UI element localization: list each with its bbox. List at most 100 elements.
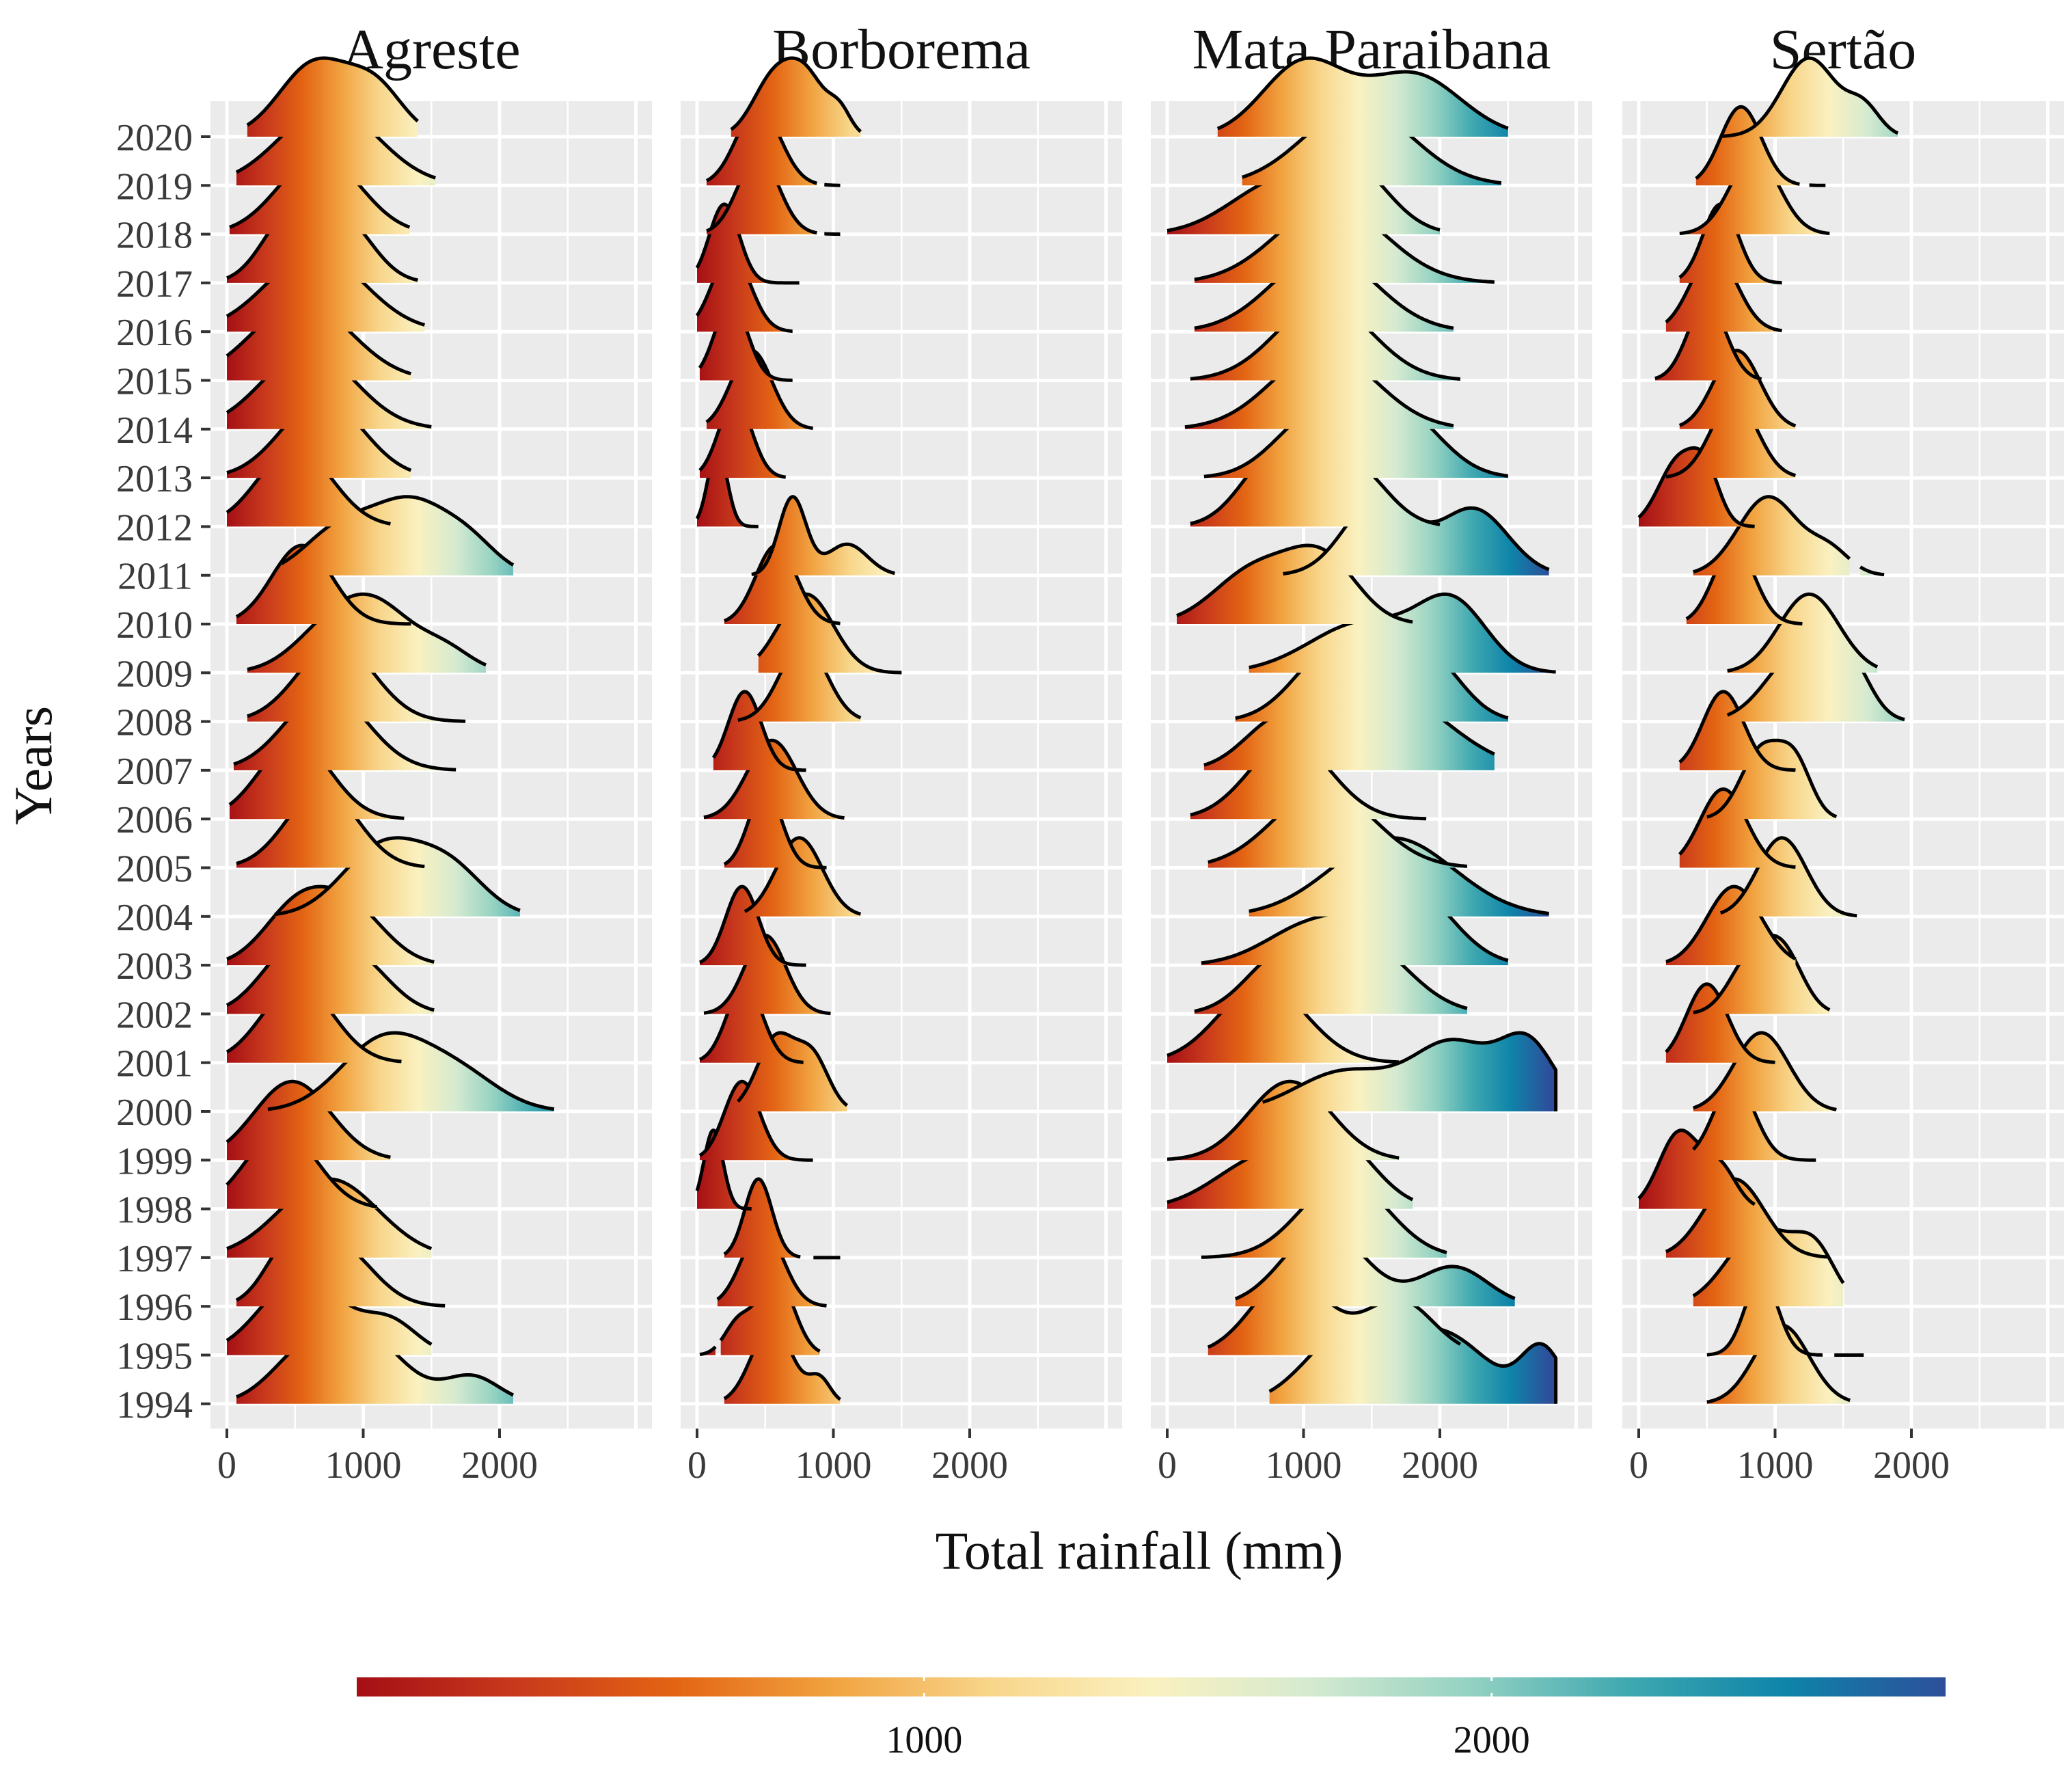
ridge-fill bbox=[1665, 253, 1782, 332]
ridge-2019 bbox=[1695, 105, 1827, 187]
ridge-outline bbox=[1637, 446, 1756, 528]
ridge-1997 bbox=[1665, 1177, 1831, 1259]
ridge-outline bbox=[1695, 105, 1801, 186]
ridge-fill bbox=[247, 58, 418, 137]
ridge-fill bbox=[1262, 1033, 1556, 1111]
ridge-fill bbox=[1184, 350, 1454, 429]
ridge-fill bbox=[1693, 496, 1850, 576]
ridge-fill bbox=[1208, 789, 1467, 868]
y-tick-label: 2016 bbox=[116, 312, 193, 354]
y-tick-label: 2013 bbox=[116, 458, 193, 500]
ridge-fill bbox=[247, 594, 486, 673]
ridge-2004 bbox=[274, 836, 521, 917]
ridge-outline bbox=[226, 1079, 392, 1159]
y-tick-label: 2017 bbox=[116, 263, 193, 306]
ridge-2014 bbox=[705, 349, 815, 430]
ridge-fill bbox=[700, 1081, 813, 1161]
ridge-outline bbox=[1719, 56, 1899, 138]
ridge-fill bbox=[1706, 1325, 1851, 1404]
ridge-fill bbox=[236, 107, 436, 186]
y-axis: 2020 2019 2018 2017 2016 2015 2014 2013 2012 2011… bbox=[116, 117, 210, 1427]
ridge-outline bbox=[695, 446, 760, 528]
x-tick-label: 0 bbox=[687, 1444, 707, 1487]
x-tick-label: 0 bbox=[217, 1444, 236, 1487]
ridge-fill bbox=[707, 350, 813, 429]
y-tick-label: 1994 bbox=[116, 1384, 193, 1427]
ridge-fill bbox=[704, 740, 845, 820]
ridge-fill bbox=[1203, 399, 1508, 478]
ridge-outline bbox=[703, 933, 832, 1016]
ridge-fill bbox=[1190, 301, 1460, 381]
ridge-outline bbox=[695, 202, 801, 285]
ridge-2011 bbox=[750, 495, 896, 576]
y-tick-label: 1998 bbox=[116, 1189, 193, 1232]
y-tick-label: 1996 bbox=[116, 1286, 193, 1329]
ridge-outline bbox=[1665, 884, 1797, 964]
ridge-2020 bbox=[730, 56, 862, 137]
ridge-outline bbox=[1726, 592, 1879, 673]
y-tick-label: 2002 bbox=[116, 994, 193, 1036]
x-tick-label: 1000 bbox=[1737, 1444, 1814, 1487]
ridge-fill bbox=[720, 1276, 820, 1355]
ridge-fill bbox=[724, 1178, 801, 1258]
x-tick-label: 1000 bbox=[325, 1444, 402, 1487]
ridge-fill bbox=[1679, 350, 1796, 429]
ridge-2009 bbox=[247, 592, 487, 673]
color-legend: 1000 2000 bbox=[357, 1677, 1946, 1761]
ridge-2020 bbox=[246, 56, 419, 137]
x-tick-label: 1000 bbox=[1266, 1444, 1342, 1487]
ridge-fill bbox=[1201, 1178, 1447, 1258]
ridges bbox=[1167, 56, 1558, 1404]
ridge-fill bbox=[230, 155, 410, 234]
ridges bbox=[226, 56, 555, 1404]
ridge-fill bbox=[1167, 1081, 1400, 1161]
ridge-fill bbox=[724, 1325, 841, 1404]
ridge-outline bbox=[1719, 836, 1858, 918]
ridge-fill bbox=[227, 984, 402, 1063]
ridge-fill bbox=[234, 691, 456, 770]
ridge-2011 bbox=[280, 495, 515, 576]
ridge-outline bbox=[723, 1177, 802, 1259]
y-tick-label: 1997 bbox=[116, 1238, 193, 1280]
ridge-fill bbox=[227, 253, 425, 332]
y-tick-label: 2003 bbox=[116, 945, 193, 988]
ridge-outline bbox=[1262, 1031, 1558, 1111]
ridge-fill bbox=[1217, 58, 1508, 137]
ridge-fill bbox=[1249, 594, 1556, 673]
ridge-fill bbox=[1665, 887, 1796, 966]
colorbar-tick-label: 2000 bbox=[1454, 1719, 1530, 1761]
panel-title: Borborema bbox=[772, 18, 1031, 81]
y-tick-label: 2011 bbox=[118, 556, 193, 598]
ridge-2000 bbox=[1692, 1031, 1838, 1111]
ridge-fill bbox=[247, 643, 466, 722]
ridge-1999 bbox=[1167, 1079, 1400, 1161]
ridge-2011 bbox=[1692, 495, 1885, 577]
x-tick-label: 2000 bbox=[931, 1444, 1008, 1487]
ridge-fill bbox=[1167, 984, 1400, 1063]
ridge-outline bbox=[698, 1345, 717, 1357]
x-tick-label: 2000 bbox=[1402, 1444, 1478, 1487]
y-tick-label: 1995 bbox=[116, 1336, 193, 1378]
ridge-fill bbox=[227, 1178, 432, 1258]
y-tick-label: 2000 bbox=[116, 1092, 193, 1134]
ridge-2004 bbox=[1249, 836, 1549, 917]
ridge-fill bbox=[1679, 789, 1796, 868]
ridge-outline bbox=[1249, 592, 1556, 674]
ridge-fill bbox=[1679, 155, 1830, 234]
ridge-outline bbox=[1216, 56, 1509, 131]
ridge-fill bbox=[1242, 107, 1501, 186]
y-tick-label: 2001 bbox=[116, 1043, 193, 1085]
colorbar-tick-label: 1000 bbox=[886, 1719, 962, 1761]
ridge-fill bbox=[236, 789, 425, 868]
y-tick-label: 1999 bbox=[116, 1140, 193, 1182]
ridge-fill bbox=[713, 691, 806, 770]
ridge-fill bbox=[1639, 1130, 1755, 1209]
x-tick-label: 0 bbox=[1629, 1444, 1648, 1487]
ridge-fill bbox=[737, 643, 861, 722]
ridge-2000 bbox=[1262, 1031, 1558, 1111]
ridge-fill bbox=[227, 204, 418, 283]
ridge-outline bbox=[744, 836, 862, 916]
y-tick-label: 2019 bbox=[116, 165, 193, 208]
ridge-fill bbox=[1654, 301, 1762, 381]
